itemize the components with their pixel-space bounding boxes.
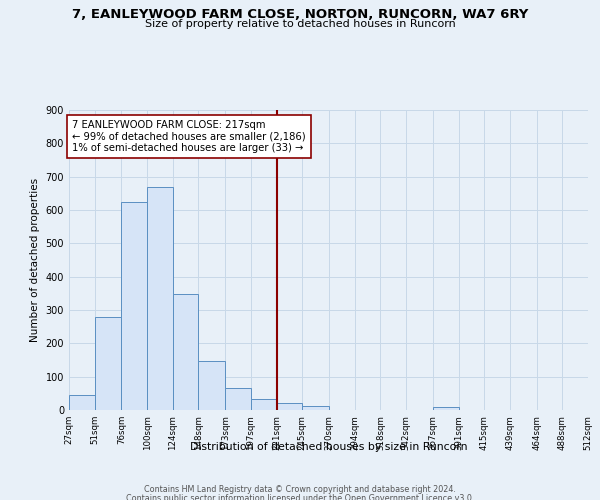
Text: Contains public sector information licensed under the Open Government Licence v3: Contains public sector information licen… — [126, 494, 474, 500]
Bar — [433, 408, 458, 410]
Text: 7, EANLEYWOOD FARM CLOSE, NORTON, RUNCORN, WA7 6RY: 7, EANLEYWOOD FARM CLOSE, NORTON, RUNCOR… — [72, 8, 528, 20]
Y-axis label: Number of detached properties: Number of detached properties — [30, 178, 40, 342]
Bar — [277, 404, 302, 410]
Bar — [251, 399, 277, 410]
Text: Size of property relative to detached houses in Runcorn: Size of property relative to detached ho… — [145, 19, 455, 29]
Bar — [121, 202, 147, 410]
Text: 7 EANLEYWOOD FARM CLOSE: 217sqm
← 99% of detached houses are smaller (2,186)
1% : 7 EANLEYWOOD FARM CLOSE: 217sqm ← 99% of… — [72, 120, 306, 153]
Bar — [147, 186, 173, 410]
Bar — [173, 294, 199, 410]
Bar — [199, 360, 225, 410]
Bar — [225, 388, 251, 410]
Text: Distribution of detached houses by size in Runcorn: Distribution of detached houses by size … — [190, 442, 467, 452]
Text: Contains HM Land Registry data © Crown copyright and database right 2024.: Contains HM Land Registry data © Crown c… — [144, 485, 456, 494]
Bar — [302, 406, 329, 410]
Bar — [95, 316, 121, 410]
Bar — [69, 395, 95, 410]
